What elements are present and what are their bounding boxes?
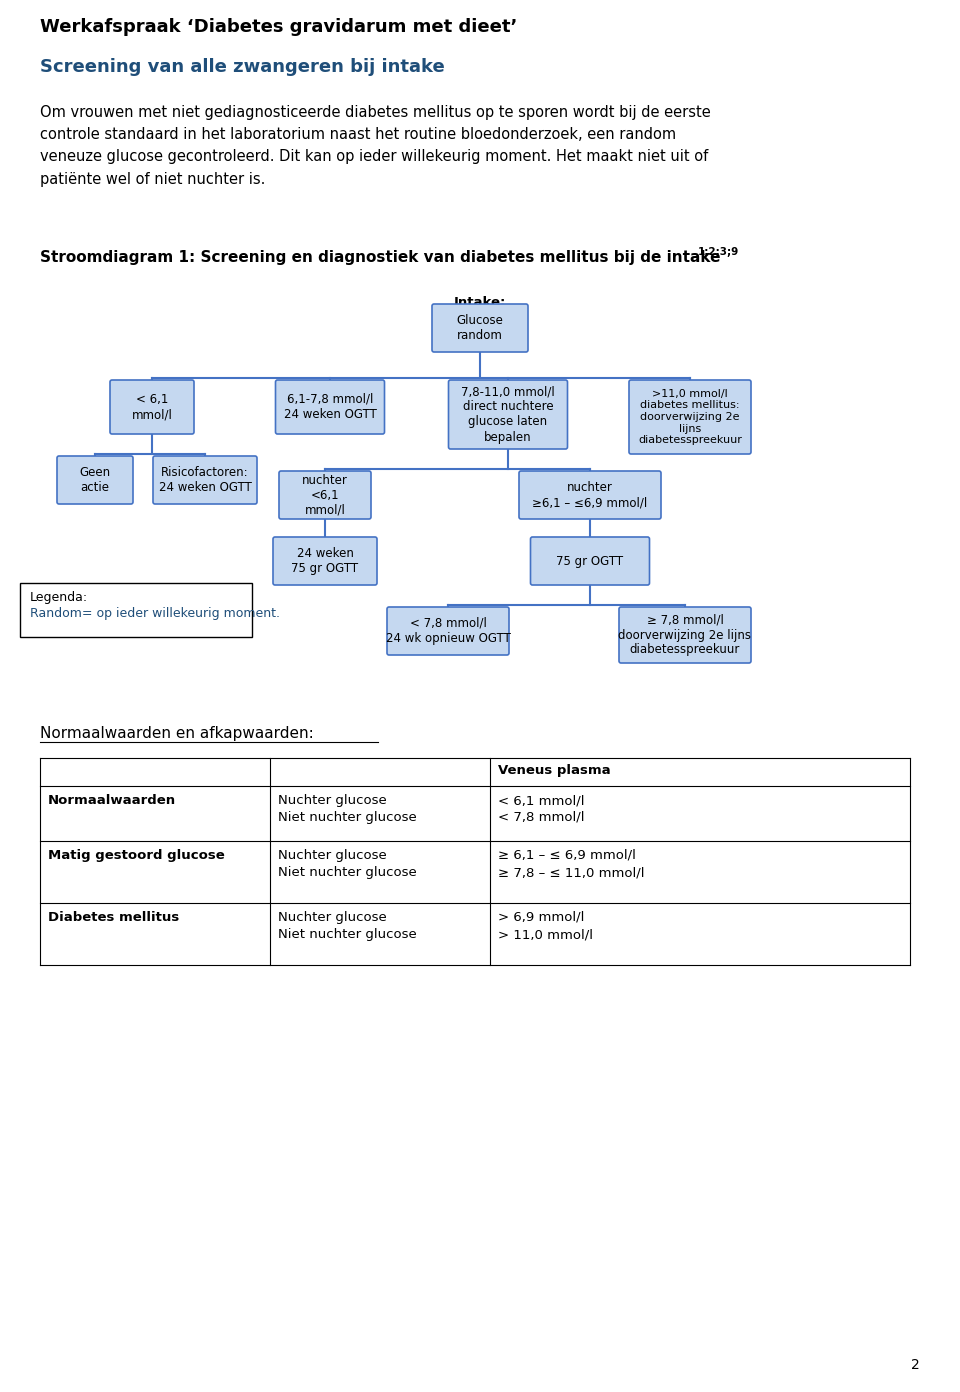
Text: Niet nuchter glucose: Niet nuchter glucose	[278, 928, 417, 941]
Text: 1;2;3;9: 1;2;3;9	[698, 246, 739, 258]
FancyBboxPatch shape	[531, 537, 650, 585]
Text: ≥ 6,1 – ≤ 6,9 mmol/l: ≥ 6,1 – ≤ 6,9 mmol/l	[498, 849, 636, 862]
FancyBboxPatch shape	[519, 470, 661, 519]
Text: Niet nuchter glucose: Niet nuchter glucose	[278, 812, 417, 824]
FancyBboxPatch shape	[387, 607, 509, 656]
Text: nuchter
≥6,1 – ≤6,9 mmol/l: nuchter ≥6,1 – ≤6,9 mmol/l	[533, 482, 648, 509]
FancyBboxPatch shape	[276, 380, 385, 434]
Text: Om vrouwen met niet gediagnosticeerde diabetes mellitus op te sporen wordt bij d: Om vrouwen met niet gediagnosticeerde di…	[40, 104, 710, 187]
FancyBboxPatch shape	[448, 380, 567, 450]
FancyBboxPatch shape	[279, 470, 371, 519]
Text: Matig gestoord glucose: Matig gestoord glucose	[48, 849, 225, 862]
Text: Nuchter glucose: Nuchter glucose	[278, 793, 387, 807]
FancyBboxPatch shape	[57, 457, 133, 504]
Text: ≥ 7,8 – ≤ 11,0 mmol/l: ≥ 7,8 – ≤ 11,0 mmol/l	[498, 866, 644, 878]
Text: < 6,1 mmol/l: < 6,1 mmol/l	[498, 793, 585, 807]
Text: Niet nuchter glucose: Niet nuchter glucose	[278, 866, 417, 878]
Text: Veneus plasma: Veneus plasma	[498, 764, 611, 777]
Text: < 6,1
mmol/l: < 6,1 mmol/l	[132, 393, 173, 420]
FancyBboxPatch shape	[110, 380, 194, 434]
Text: Geen
actie: Geen actie	[80, 466, 110, 494]
Text: 24 weken
75 gr OGTT: 24 weken 75 gr OGTT	[292, 547, 359, 575]
Text: Diabetes mellitus: Diabetes mellitus	[48, 910, 180, 924]
FancyBboxPatch shape	[20, 583, 252, 638]
Text: Normaalwaarden: Normaalwaarden	[48, 793, 176, 807]
Text: 6,1-7,8 mmol/l
24 weken OGTT: 6,1-7,8 mmol/l 24 weken OGTT	[283, 393, 376, 420]
Text: Random= op ieder willekeurig moment.: Random= op ieder willekeurig moment.	[30, 607, 280, 619]
Text: > 6,9 mmol/l: > 6,9 mmol/l	[498, 910, 585, 924]
FancyBboxPatch shape	[153, 457, 257, 504]
Text: 75 gr OGTT: 75 gr OGTT	[557, 554, 624, 568]
Text: Nuchter glucose: Nuchter glucose	[278, 849, 387, 862]
Text: < 7,8 mmol/l
24 wk opnieuw OGTT: < 7,8 mmol/l 24 wk opnieuw OGTT	[386, 617, 511, 644]
Text: Legenda:: Legenda:	[30, 592, 88, 604]
Text: 2: 2	[911, 1359, 920, 1373]
Text: Glucose
random: Glucose random	[457, 315, 503, 342]
Text: Stroomdiagram 1: Screening en diagnostiek van diabetes mellitus bij de intake: Stroomdiagram 1: Screening en diagnostie…	[40, 251, 726, 264]
Text: ≥ 7,8 mmol/l
doorverwijzing 2e lijns
diabetesspreekuur: ≥ 7,8 mmol/l doorverwijzing 2e lijns dia…	[618, 614, 752, 657]
Text: Werkafspraak ‘Diabetes gravidarum met dieet’: Werkafspraak ‘Diabetes gravidarum met di…	[40, 18, 517, 36]
Text: > 11,0 mmol/l: > 11,0 mmol/l	[498, 928, 593, 941]
FancyBboxPatch shape	[273, 537, 377, 585]
Text: 7,8-11,0 mmol/l
direct nuchtere
glucose laten
bepalen: 7,8-11,0 mmol/l direct nuchtere glucose …	[461, 386, 555, 444]
FancyBboxPatch shape	[432, 303, 528, 352]
Text: nuchter
<6,1
mmol/l: nuchter <6,1 mmol/l	[302, 473, 348, 516]
Text: Nuchter glucose: Nuchter glucose	[278, 910, 387, 924]
Text: Risicofactoren:
24 weken OGTT: Risicofactoren: 24 weken OGTT	[158, 466, 252, 494]
Text: Intake:: Intake:	[454, 296, 506, 309]
FancyBboxPatch shape	[629, 380, 751, 454]
Text: Screening van alle zwangeren bij intake: Screening van alle zwangeren bij intake	[40, 58, 444, 77]
Text: >11,0 mmol/l
diabetes mellitus:
doorverwijzing 2e
lijns
diabetesspreekuur: >11,0 mmol/l diabetes mellitus: doorverw…	[638, 388, 742, 445]
Text: Normaalwaarden en afkapwaarden:: Normaalwaarden en afkapwaarden:	[40, 727, 314, 741]
FancyBboxPatch shape	[619, 607, 751, 663]
Text: < 7,8 mmol/l: < 7,8 mmol/l	[498, 812, 585, 824]
